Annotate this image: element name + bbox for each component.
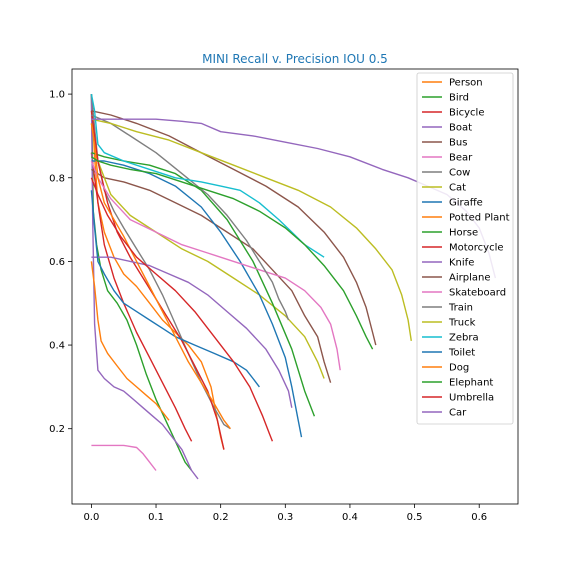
legend-entry-skateboard: Skateboard bbox=[449, 288, 506, 299]
series-line-cat bbox=[90, 123, 325, 379]
x-tick-label: 0.3 bbox=[277, 512, 293, 523]
chart-title: MINI Recall v. Precision IOU 0.5 bbox=[202, 52, 388, 66]
legend-entry-bus: Bus bbox=[449, 138, 467, 149]
axes-frame bbox=[71, 68, 519, 505]
x-tick-label: 0.2 bbox=[213, 512, 229, 523]
y-tick-label: 1.0 bbox=[49, 90, 65, 101]
series-line-toilet bbox=[90, 190, 260, 388]
legend-entry-cow: Cow bbox=[449, 168, 470, 179]
legend-entry-truck: Truck bbox=[448, 318, 476, 329]
y-tick-label: 0.8 bbox=[49, 173, 65, 184]
series-line-giraffe bbox=[91, 160, 303, 438]
series-line-potted-plant bbox=[90, 261, 170, 421]
legend-entry-motorcycle: Motorcycle bbox=[449, 243, 504, 254]
legend-entry-horse: Horse bbox=[449, 228, 478, 239]
x-tick-label: 0.4 bbox=[342, 512, 358, 523]
series-line-boat bbox=[90, 94, 199, 480]
axes-layer: 0.0 0.1 0.2 0.3 0.4 0.5 0.6 0.2 0.4 0.6 0.8 1.0 bbox=[49, 68, 519, 523]
series-line-skateboard bbox=[90, 160, 341, 371]
legend-entry-boat: Boat bbox=[449, 123, 472, 134]
series-line-airplane bbox=[91, 110, 377, 346]
legend-entry-person: Person bbox=[449, 78, 483, 89]
legend: Person Bird Bicycle Boat Bus Bear Cow Cat Giraff… bbox=[416, 72, 514, 425]
legend-entry-bicycle: Bicycle bbox=[449, 108, 484, 119]
legend-entry-toilet: Toilet bbox=[448, 348, 475, 359]
series-line-umbrella bbox=[90, 177, 274, 442]
legend-entry-elephant: Elephant bbox=[449, 378, 493, 389]
legend-entry-airplane: Airplane bbox=[449, 273, 490, 284]
legend-entry-zebra: Zebra bbox=[449, 333, 479, 344]
series-line-truck bbox=[91, 118, 412, 342]
series-line-train bbox=[91, 114, 290, 321]
y-tick-label: 0.2 bbox=[49, 424, 65, 435]
y-tick-label: 0.4 bbox=[49, 341, 65, 352]
y-tick-label: 0.6 bbox=[49, 257, 65, 268]
legend-entry-knife: Knife bbox=[449, 258, 474, 269]
legend-entry-potted-plant: Potted Plant bbox=[449, 213, 510, 224]
legend-entry-bear: Bear bbox=[449, 153, 473, 164]
legend-entry-train: Train bbox=[448, 303, 473, 314]
series-line-zebra bbox=[90, 93, 325, 258]
series-line-bear bbox=[91, 444, 157, 471]
legend-entry-car: Car bbox=[449, 408, 467, 419]
x-tick-label: 0.6 bbox=[471, 512, 487, 523]
series-line-elephant bbox=[91, 156, 374, 350]
legend-entry-giraffe: Giraffe bbox=[449, 198, 483, 209]
series-line-knife bbox=[91, 256, 293, 408]
legend-entry-dog: Dog bbox=[449, 363, 469, 374]
series-line-dog bbox=[90, 123, 231, 430]
legend-entry-cat: Cat bbox=[449, 183, 466, 194]
x-tick-label: 0.0 bbox=[83, 512, 99, 523]
x-tick-label: 0.5 bbox=[407, 512, 423, 523]
legend-entry-bird: Bird bbox=[449, 93, 469, 104]
series-layer bbox=[90, 93, 497, 480]
legend-entry-umbrella: Umbrella bbox=[449, 393, 494, 404]
x-tick-label: 0.1 bbox=[148, 512, 164, 523]
series-line-bicycle bbox=[90, 152, 193, 442]
